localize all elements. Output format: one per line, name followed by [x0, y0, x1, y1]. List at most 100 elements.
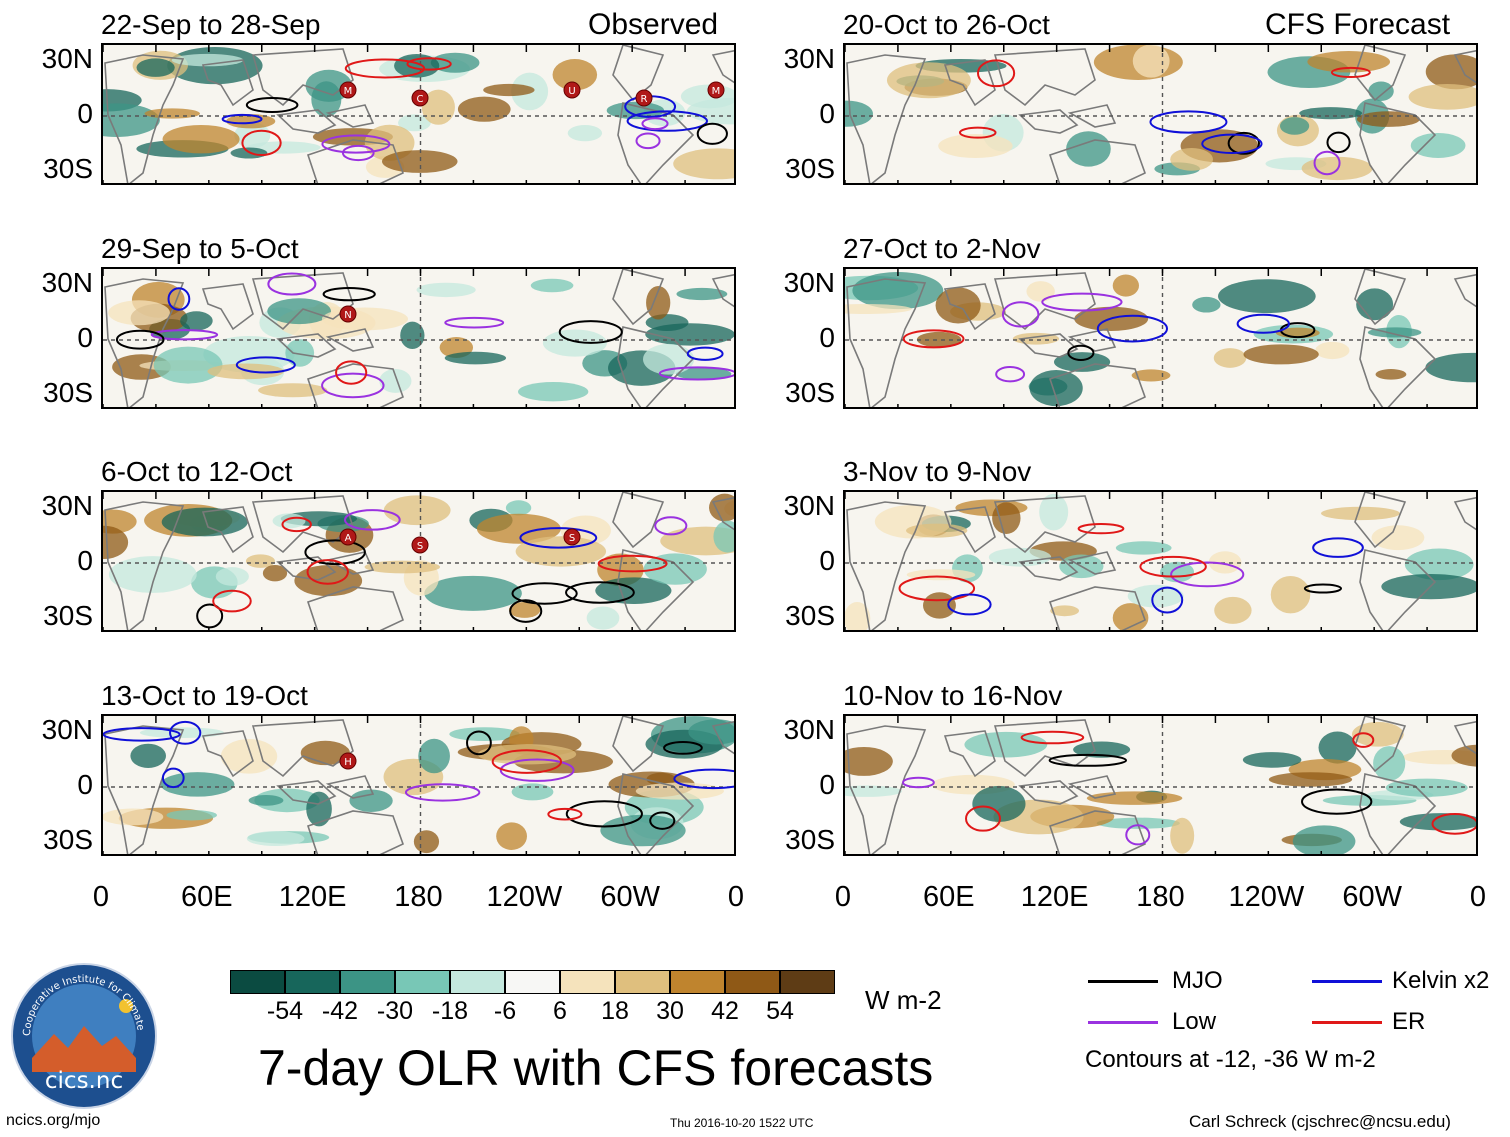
storm-marker: U	[563, 81, 581, 99]
colorbar-tick-label: -18	[431, 997, 469, 1025]
lon-label: 60W	[1342, 881, 1402, 913]
panel-period-title: 13-Oct to 19-Oct	[101, 680, 308, 711]
legend-label-mjo: MJO	[1172, 967, 1223, 994]
storm-letter: U	[568, 86, 575, 97]
lat-label: 0	[819, 98, 835, 129]
lat-label: 30S	[43, 153, 93, 184]
lon-label: 180	[1136, 881, 1185, 913]
colorbar-swatch	[340, 970, 395, 994]
lon-label: 0	[727, 881, 745, 913]
forecast-panel-4	[843, 714, 1478, 856]
lat-label: 0	[819, 769, 835, 800]
lon-label: 120W	[486, 881, 563, 913]
lat-label: 30S	[43, 824, 93, 855]
storm-marker: R	[635, 89, 653, 107]
lat-label: 0	[77, 322, 93, 353]
lat-label: 0	[77, 545, 93, 576]
legend-label-kelvin: Kelvin x2	[1392, 967, 1490, 994]
lon-label: 60W	[600, 881, 660, 913]
panel-period-title: 10-Nov to 16-Nov	[843, 680, 1063, 711]
colorbar-swatch	[230, 970, 285, 994]
storm-marker: M	[339, 81, 357, 99]
observed-panel-4: H	[101, 714, 736, 856]
lat-label: 30N	[41, 43, 93, 74]
storm-marker: C	[411, 89, 429, 107]
storm-marker: S	[563, 528, 581, 546]
lon-label: 0	[92, 881, 110, 913]
lon-label: 180	[394, 881, 443, 913]
storm-letter: S	[569, 533, 575, 544]
colorbar-swatch	[560, 970, 615, 994]
forecast-panel-3	[843, 490, 1478, 632]
legend-label-low: Low	[1172, 1008, 1217, 1035]
colorbar-unit: W m-2	[865, 985, 942, 1015]
colorbar-tick-label: -30	[376, 997, 414, 1025]
legend-line-low	[1088, 1021, 1158, 1024]
lon-label: 120E	[278, 881, 347, 913]
panel-period-title: 3-Nov to 9-Nov	[843, 456, 1032, 487]
lat-label: 0	[819, 545, 835, 576]
footer-url: ncics.org/mjo	[6, 1112, 101, 1129]
storm-marker: M	[707, 81, 725, 99]
storm-letter: N	[344, 310, 351, 321]
lon-label: 60E	[181, 881, 233, 913]
storm-marker: S	[411, 536, 429, 554]
cics-logo: Cooperative Institute for Climate and Sa…	[7, 954, 158, 1110]
panel-period-title: 22-Sep to 28-Sep	[101, 9, 321, 40]
lat-label: 0	[77, 98, 93, 129]
forecast-panel-2	[843, 267, 1478, 409]
colorbar-tick-label: 54	[766, 997, 794, 1025]
observed-label: Observed	[588, 8, 719, 41]
storm-letter: S	[417, 541, 423, 552]
colorbar-tick-label: 18	[601, 997, 629, 1025]
lon-label: 120E	[1020, 881, 1089, 913]
lat-label: 30S	[785, 153, 835, 184]
panel-period-title: 6-Oct to 12-Oct	[101, 456, 293, 487]
colorbar-swatch	[725, 970, 780, 994]
colorbar-tick-label: -42	[321, 997, 359, 1025]
contour-note: Contours at -12, -36 W m-2	[1085, 1046, 1376, 1073]
lon-label: 120W	[1228, 881, 1305, 913]
colorbar-tick-label: 6	[553, 997, 567, 1025]
colorbar-tick-label: -54	[266, 997, 304, 1025]
footer-timestamp: Thu 2016-10-20 1522 UTC	[670, 1116, 814, 1130]
storm-letter: H	[344, 757, 352, 768]
colorbar-tick-label: -6	[493, 997, 517, 1025]
lat-label: 30N	[41, 267, 93, 298]
lat-label: 30S	[785, 600, 835, 631]
lat-label: 30N	[783, 43, 835, 74]
panel-period-title: 20-Oct to 26-Oct	[843, 9, 1050, 40]
forecast-panel-1	[843, 43, 1478, 185]
lat-label: 30N	[783, 267, 835, 298]
colorbar-swatch	[615, 970, 670, 994]
legend-label-er: ER	[1392, 1008, 1426, 1035]
forecast-label: CFS Forecast	[1265, 8, 1451, 41]
storm-letter: M	[344, 86, 353, 97]
lat-label: 30S	[785, 377, 835, 408]
colorbar-swatch	[780, 970, 835, 994]
lat-label: 0	[77, 769, 93, 800]
lat-label: 0	[819, 322, 835, 353]
colorbar-swatch	[505, 970, 560, 994]
lon-label: 0	[834, 881, 852, 913]
storm-marker: A	[339, 528, 357, 546]
figure-title: 7-day OLR with CFS forecasts	[258, 1040, 934, 1096]
lon-label: 60E	[923, 881, 975, 913]
lat-label: 30S	[43, 377, 93, 408]
legend-line-mjo	[1088, 980, 1158, 983]
lon-label: 0	[1469, 881, 1487, 913]
lat-label: 30N	[783, 490, 835, 521]
colorbar-swatch	[450, 970, 505, 994]
lat-label: 30N	[783, 714, 835, 745]
storm-letter: R	[641, 94, 648, 105]
colorbar-swatch	[285, 970, 340, 994]
footer-author: Carl Schreck (cjschrec@ncsu.edu)	[1189, 1112, 1451, 1131]
colorbar-tick-label: 30	[656, 997, 684, 1025]
observed-panel-2: N	[101, 267, 736, 409]
colorbar-tick-label: 42	[711, 997, 739, 1025]
lat-label: 30S	[785, 824, 835, 855]
panel-period-title: 27-Oct to 2-Nov	[843, 233, 1041, 264]
colorbar-swatch	[395, 970, 450, 994]
